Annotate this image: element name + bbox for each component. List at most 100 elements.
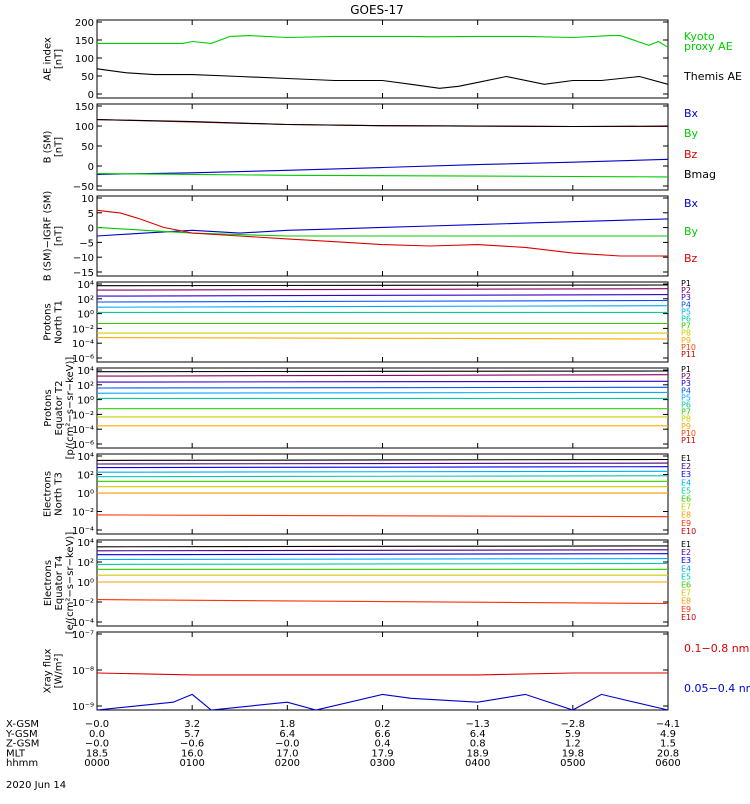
y-tick-label: 10⁻⁴ — [72, 526, 94, 537]
legend-label: P11 — [681, 350, 696, 359]
series-line-e4 — [96, 558, 669, 561]
legend-label: P9 — [681, 422, 691, 431]
legend-label: E6 — [681, 581, 691, 590]
y-tick-label: 10² — [77, 471, 94, 482]
y-tick-label: 100 — [75, 54, 94, 65]
axis-value: 6.4 — [279, 729, 295, 740]
axis-value: 17.9 — [371, 748, 393, 759]
y-tick-label: 0 — [88, 162, 94, 173]
series-line-e5 — [96, 475, 669, 478]
legend-label: E4 — [681, 478, 691, 487]
legend-label: Bx — [684, 107, 699, 120]
legend-label: P8 — [681, 415, 691, 424]
legend-label: E7 — [681, 503, 691, 512]
panel-frame — [96, 453, 669, 535]
panel-frame — [96, 103, 669, 191]
y-tick-label: 150 — [75, 102, 94, 113]
y-tick-label: 10² — [77, 295, 94, 306]
y-axis-label: Electrons — [43, 471, 54, 517]
legend-label: Bmag — [684, 168, 716, 181]
series-line-bx — [96, 158, 669, 175]
axis-value: 5.7 — [184, 729, 200, 740]
legend-label: P10 — [681, 343, 696, 352]
y-tick-label: 10⁰ — [77, 489, 94, 500]
y-tick-label: 150 — [75, 36, 94, 47]
panel-frame — [96, 367, 669, 449]
legend-label: P9 — [681, 336, 691, 345]
y-tick-label: 10⁻⁶ — [72, 354, 94, 365]
y-tick-label: 50 — [81, 72, 94, 83]
legend-label: E1 — [681, 540, 691, 549]
y-tick-label: −15 — [73, 268, 94, 279]
series-line-p2 — [96, 374, 669, 377]
series-line-0-1-0-8-nm — [96, 672, 668, 676]
axis-value: −1.3 — [466, 719, 490, 730]
legend-label: proxy AE — [684, 40, 733, 53]
axis-value: 0.2 — [375, 719, 391, 730]
y-axis-label: North T1 — [54, 300, 65, 344]
legend-label: P2 — [681, 372, 691, 381]
axis-value: 0.0 — [89, 729, 105, 740]
legend-label: 0.05−0.4 nm — [684, 682, 750, 695]
panel-bsm: 150 100 50 0 −50 B (SM) [nT] — [43, 102, 669, 193]
panel-frame — [96, 539, 669, 627]
axis-value: 0100 — [179, 758, 204, 769]
y-tick-label: 50 — [81, 142, 94, 153]
legend-label: P7 — [681, 408, 691, 417]
axis-value: 0.8 — [470, 739, 486, 750]
legend-label: P7 — [681, 322, 691, 331]
series-line-0-05-0-4-nm — [96, 693, 669, 711]
series-line-p4 — [96, 299, 669, 303]
axis-value: 1.2 — [565, 739, 581, 750]
axis-value: 19.8 — [562, 748, 584, 759]
y-axis-label: Equator T2 — [54, 381, 65, 436]
legend-label: E10 — [681, 527, 696, 536]
y-axis-label: [nT] — [54, 137, 65, 157]
y-axis-label: [W/m²] — [54, 653, 65, 688]
legend-label: E2 — [681, 548, 691, 557]
legend-label: E8 — [681, 597, 691, 606]
series-line-p2 — [96, 288, 669, 291]
axis-row-label: Z-GSM — [6, 739, 39, 750]
y-tick-label: 10⁻² — [72, 324, 94, 335]
legend-label: P6 — [681, 315, 691, 324]
panel-electrons_t3: 10⁴ 10² 10⁰ 10⁻² 10⁻⁴ Electrons North T3 — [43, 452, 669, 537]
legend-label: P1 — [681, 279, 691, 288]
legend-label: E6 — [681, 495, 691, 504]
panel-frame — [96, 281, 669, 363]
axis-value: 0600 — [655, 758, 680, 769]
axis-row-label: hhmm — [6, 758, 38, 769]
legend-label: P4 — [681, 386, 691, 395]
legend-label: P2 — [681, 286, 691, 295]
axis-row-label: MLT — [6, 748, 26, 759]
legend-label: E9 — [681, 605, 691, 614]
legend-label: P11 — [681, 436, 696, 445]
y-tick-label: 10² — [77, 558, 94, 569]
panel-frame — [96, 19, 669, 99]
y-axis-label: Protons — [43, 389, 54, 426]
legend-label: Bz — [684, 252, 698, 265]
axis-value: −2.8 — [561, 719, 585, 730]
axis-value: 4.9 — [660, 729, 676, 740]
y-axis-label: Protons — [43, 303, 54, 340]
y-tick-label: 200 — [75, 18, 94, 29]
axis-value: 1.8 — [279, 719, 295, 730]
legend-label: Bx — [684, 197, 699, 210]
y-tick-label: 10⁰ — [77, 396, 94, 407]
y-axis-label: AE index — [43, 37, 54, 81]
legend-label: P6 — [681, 401, 691, 410]
legend-label: P5 — [681, 307, 691, 316]
y-tick-label: 10² — [77, 381, 94, 392]
panel-protons_t2: 10⁴ 10² 10⁰ 10⁻² 10⁻⁴ 10⁻⁶ Protons Equator T2 [p… — [43, 357, 669, 459]
y-tick-label: 10⁴ — [77, 538, 94, 549]
y-tick-label: 10⁻⁹ — [72, 702, 94, 713]
y-axis-label: Equator T4 — [54, 556, 65, 611]
series-line-p1 — [96, 370, 669, 373]
y-tick-label: 10⁰ — [77, 578, 94, 589]
legend-label: E3 — [681, 556, 691, 565]
y-axis-label: [e/(cm²−s−sr−keV)] — [65, 532, 76, 635]
y-axis-label: [nT] — [54, 49, 65, 69]
legend-label: E5 — [681, 572, 691, 581]
axis-value: 0300 — [370, 758, 395, 769]
